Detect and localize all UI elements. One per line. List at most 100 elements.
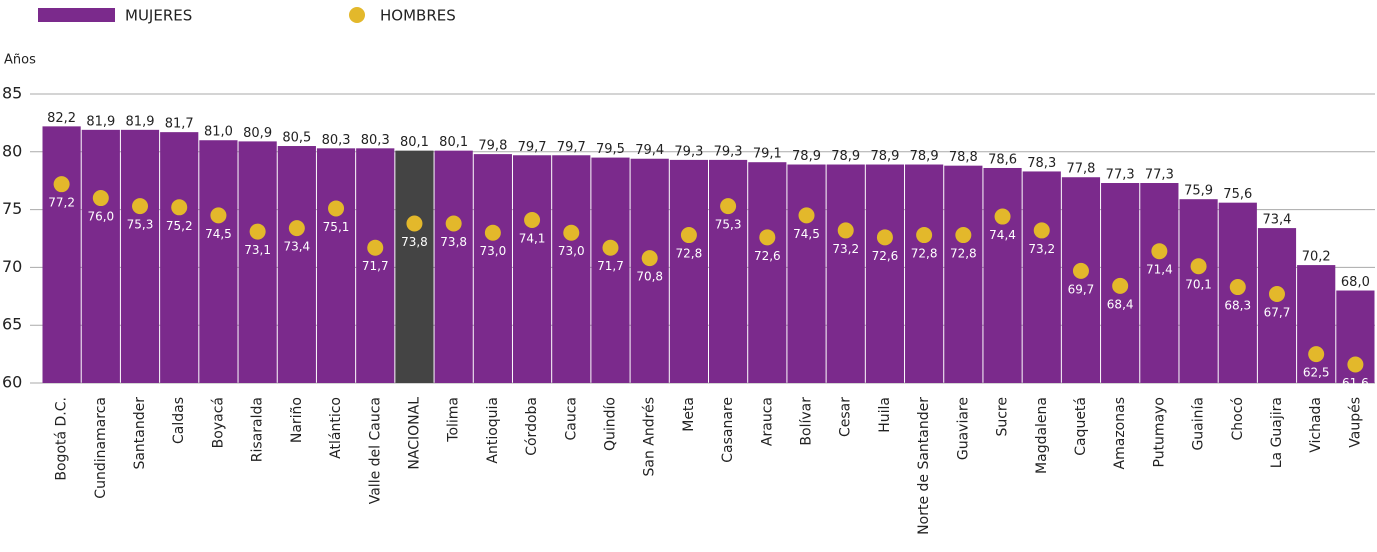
dot <box>1033 222 1050 239</box>
bar-value-label: 79,7 <box>557 140 586 155</box>
x-tick-label: Nariño <box>289 397 305 443</box>
dot-value-label: 74,5 <box>793 227 820 241</box>
dot <box>406 215 423 232</box>
bar-value-label: 79,4 <box>635 143 664 158</box>
dot-value-label: 70,1 <box>1185 278 1212 292</box>
x-tick-label: Huila <box>877 397 893 433</box>
bar <box>1140 183 1179 383</box>
dot-value-label: 75,1 <box>323 220 350 234</box>
bar-value-label: 75,6 <box>1223 187 1252 202</box>
bar-value-label: 79,3 <box>674 144 703 159</box>
bar <box>552 155 591 383</box>
dot-value-label: 73,4 <box>283 240 310 254</box>
bar-value-label: 77,8 <box>1066 162 1095 177</box>
y-tick-label: 70 <box>2 257 22 276</box>
bar-value-label: 79,5 <box>596 142 625 157</box>
dot <box>1347 356 1364 373</box>
dot-value-label: 61,6 <box>1342 376 1369 390</box>
bar <box>434 150 473 383</box>
legend-swatch <box>349 7 365 23</box>
dot-value-label: 75,2 <box>166 219 193 233</box>
dot <box>1229 279 1246 296</box>
bar <box>81 129 120 383</box>
dot-value-label: 73,8 <box>440 235 467 249</box>
x-tick-label: Meta <box>681 397 697 432</box>
bar <box>238 141 277 383</box>
dot <box>563 224 580 241</box>
dot-value-label: 67,7 <box>1264 305 1291 319</box>
dot <box>1268 285 1285 302</box>
bar <box>316 148 356 383</box>
x-tick-label: Chocó <box>1230 397 1246 440</box>
dot <box>641 250 658 267</box>
dot-value-label: 72,6 <box>754 249 781 263</box>
dot <box>92 190 109 207</box>
dot <box>210 207 227 224</box>
bar-value-label: 80,1 <box>400 135 429 150</box>
dot <box>759 229 776 246</box>
bar-value-label: 77,3 <box>1106 168 1135 183</box>
bar <box>630 158 669 383</box>
bar <box>42 126 81 384</box>
x-tick-label: Putumayo <box>1151 397 1167 468</box>
dot-value-label: 73,0 <box>480 244 507 258</box>
x-tick-label: Amazonas <box>1112 397 1128 469</box>
x-tick-label: La Guajira <box>1269 397 1285 468</box>
x-tick-label: Vichada <box>1308 397 1324 453</box>
dot-value-label: 72,6 <box>872 249 899 263</box>
dot-value-label: 62,5 <box>1303 366 1330 380</box>
bar-value-label: 81,9 <box>86 114 115 129</box>
bar-value-label: 78,8 <box>949 150 978 165</box>
bar-value-label: 78,9 <box>910 149 939 164</box>
x-tick-label: Caldas <box>171 397 187 444</box>
x-tick-label: Caquetá <box>1073 397 1089 456</box>
dot <box>680 227 697 244</box>
bar-value-label: 80,5 <box>282 131 311 146</box>
x-tick-label: Santander <box>132 397 148 470</box>
bar <box>1257 228 1297 383</box>
dot-value-label: 77,2 <box>48 196 75 210</box>
bar-value-label: 78,9 <box>831 149 860 164</box>
dot <box>1308 346 1325 363</box>
x-tick-label: Guainía <box>1191 397 1207 451</box>
x-tick-label: Atlántico <box>328 397 344 459</box>
bar <box>120 129 160 383</box>
bar <box>865 164 905 383</box>
bar-value-label: 81,7 <box>165 117 194 132</box>
x-tick-label: Boyacá <box>210 397 226 448</box>
bar <box>160 132 199 383</box>
dot-value-label: 69,7 <box>1068 282 1095 296</box>
dot <box>1190 258 1207 275</box>
x-tick-label: Tolima <box>446 397 462 443</box>
dot-value-label: 71,7 <box>597 259 624 273</box>
y-axis-label: Años <box>4 53 36 68</box>
bar-value-label: 79,7 <box>518 140 547 155</box>
bar <box>512 155 552 383</box>
bar <box>356 148 395 383</box>
bar-value-label: 82,2 <box>47 111 76 126</box>
dot-value-label: 72,8 <box>676 247 703 261</box>
dot <box>288 220 305 237</box>
x-tick-label: Magdalena <box>1034 397 1050 474</box>
bar-value-label: 80,3 <box>361 133 390 148</box>
x-tick-label: Valle del Cauca <box>367 397 383 504</box>
bar-value-label: 79,1 <box>753 147 782 162</box>
bar-value-label: 80,1 <box>439 135 468 150</box>
dot <box>1072 262 1089 279</box>
bar-value-label: 70,2 <box>1302 250 1331 265</box>
x-tick-label: NACIONAL <box>406 397 422 470</box>
bar <box>199 140 238 383</box>
x-tick-label: Cundinamarca <box>93 397 109 499</box>
bar <box>395 150 434 383</box>
bar <box>669 159 708 383</box>
bar-value-label: 79,3 <box>714 144 743 159</box>
dot-value-label: 76,0 <box>87 210 114 224</box>
bar <box>473 154 512 383</box>
dot-value-label: 68,4 <box>1107 297 1134 311</box>
x-tick-label: Guaviare <box>955 397 971 460</box>
dot <box>171 199 188 216</box>
x-tick-label: Quindío <box>602 397 618 451</box>
x-tick-label: Casanare <box>720 397 736 463</box>
dot-value-label: 74,4 <box>989 228 1016 242</box>
bar <box>944 165 983 383</box>
